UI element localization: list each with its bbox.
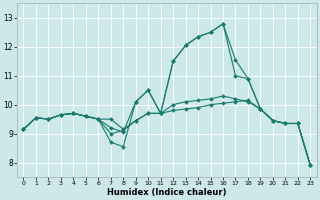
X-axis label: Humidex (Indice chaleur): Humidex (Indice chaleur)	[107, 188, 227, 197]
